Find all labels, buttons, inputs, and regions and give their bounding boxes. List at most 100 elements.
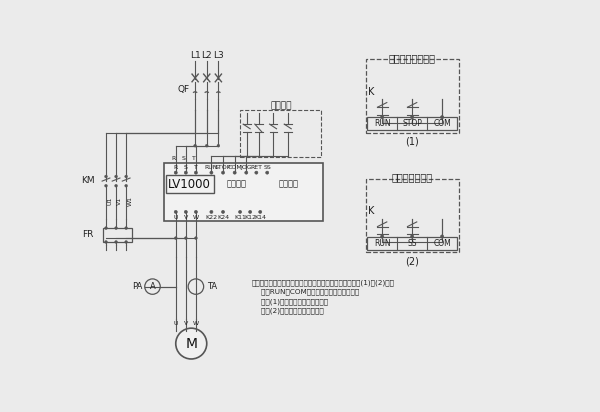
Text: 故障输出: 故障输出: [279, 180, 299, 189]
Text: LV1000: LV1000: [168, 178, 211, 191]
Circle shape: [233, 171, 236, 174]
Text: T: T: [194, 165, 198, 170]
Text: K24: K24: [217, 215, 229, 220]
Text: W: W: [193, 321, 199, 326]
Text: FR: FR: [82, 230, 94, 239]
Text: V: V: [184, 321, 188, 326]
Circle shape: [104, 175, 107, 178]
Circle shape: [184, 211, 187, 213]
Text: L2: L2: [202, 51, 212, 60]
Text: COM: COM: [433, 239, 451, 248]
Circle shape: [115, 227, 118, 229]
Circle shape: [410, 235, 414, 238]
Circle shape: [184, 237, 187, 239]
Circle shape: [380, 235, 384, 238]
Text: W1: W1: [128, 196, 133, 206]
Text: U: U: [173, 321, 178, 326]
Circle shape: [410, 115, 414, 119]
Text: W: W: [193, 215, 199, 220]
Circle shape: [239, 211, 242, 213]
Text: RUN: RUN: [374, 239, 391, 248]
Circle shape: [194, 211, 197, 213]
Bar: [367, 117, 457, 130]
Text: 二线控制软停车: 二线控制软停车: [392, 172, 433, 182]
Text: K: K: [368, 206, 374, 216]
Bar: [240, 110, 322, 157]
Text: K14: K14: [254, 215, 266, 220]
Text: K: K: [368, 87, 374, 97]
Circle shape: [221, 211, 224, 213]
Circle shape: [221, 171, 224, 174]
Text: A: A: [149, 282, 155, 291]
Text: K12: K12: [244, 215, 256, 220]
Text: T: T: [191, 156, 196, 161]
Circle shape: [194, 237, 197, 239]
Circle shape: [125, 184, 128, 187]
Text: U: U: [173, 215, 178, 220]
Circle shape: [194, 144, 197, 147]
Text: K22: K22: [205, 215, 217, 220]
Text: QF: QF: [178, 85, 190, 94]
Circle shape: [184, 171, 187, 174]
Text: KM: KM: [82, 176, 95, 185]
Circle shape: [125, 227, 128, 229]
Text: 旁路控制: 旁路控制: [226, 180, 246, 189]
Text: SS: SS: [407, 239, 417, 248]
Circle shape: [380, 115, 384, 119]
Circle shape: [210, 211, 213, 213]
Circle shape: [210, 171, 213, 174]
Bar: [164, 164, 323, 221]
Text: STOP: STOP: [215, 165, 231, 170]
Text: COM: COM: [433, 119, 451, 128]
Circle shape: [104, 184, 107, 187]
Text: L3: L3: [213, 51, 224, 60]
Text: K11: K11: [234, 215, 246, 220]
Bar: [103, 228, 133, 242]
Text: STOP: STOP: [402, 119, 422, 128]
Circle shape: [175, 237, 177, 239]
Text: L1: L1: [190, 51, 200, 60]
Text: S: S: [184, 165, 188, 170]
Circle shape: [174, 171, 178, 174]
Bar: [367, 236, 457, 250]
Circle shape: [125, 175, 128, 178]
Bar: [365, 179, 458, 252]
Text: 注：软起动器的外控起动、停止也可采用二线控制【见图(1)和(2)】，
    利用RUN和COM的闭合和断开来控制起停，
    按图(1)接线，停车为自由停车: 注：软起动器的外控起动、停止也可采用二线控制【见图(1)和(2)】， 利用RUN…: [252, 279, 395, 314]
Circle shape: [176, 328, 207, 359]
Text: R: R: [173, 165, 178, 170]
Circle shape: [440, 115, 444, 119]
Text: R: R: [172, 156, 176, 161]
Text: RET: RET: [250, 165, 262, 170]
Circle shape: [104, 227, 107, 229]
Circle shape: [174, 211, 178, 213]
Circle shape: [115, 175, 118, 178]
Text: U1: U1: [107, 197, 112, 205]
Circle shape: [194, 171, 197, 174]
Text: RUN: RUN: [374, 119, 391, 128]
Bar: [365, 59, 458, 133]
Circle shape: [245, 171, 248, 174]
Text: (2): (2): [405, 256, 419, 266]
Circle shape: [205, 144, 208, 147]
Text: TA: TA: [207, 282, 217, 291]
Text: S: S: [182, 156, 185, 161]
Text: RUN: RUN: [205, 165, 218, 170]
Text: V1: V1: [118, 197, 122, 205]
Text: SS: SS: [263, 165, 271, 170]
Text: V: V: [184, 215, 188, 220]
Circle shape: [259, 211, 262, 213]
Text: (1): (1): [405, 137, 419, 147]
Circle shape: [266, 171, 269, 174]
Circle shape: [248, 211, 252, 213]
Circle shape: [104, 241, 107, 243]
Text: COM: COM: [227, 165, 242, 170]
Circle shape: [440, 235, 444, 238]
Circle shape: [255, 171, 258, 174]
Circle shape: [125, 241, 128, 243]
Circle shape: [115, 184, 118, 187]
Circle shape: [115, 241, 118, 243]
Text: 三线控制: 三线控制: [270, 101, 292, 110]
Text: 二线控制自由停车: 二线控制自由停车: [389, 53, 436, 63]
Circle shape: [217, 144, 220, 147]
Bar: [166, 175, 214, 193]
